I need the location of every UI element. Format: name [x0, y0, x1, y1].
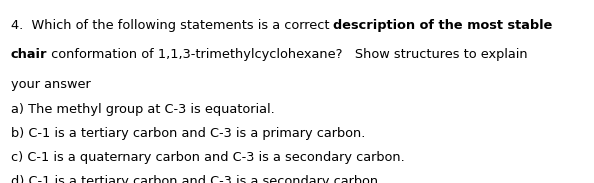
Text: b) C-1 is a tertiary carbon and C-3 is a primary carbon.: b) C-1 is a tertiary carbon and C-3 is a…: [11, 127, 365, 140]
Text: conformation of 1,1,3-trimethylcyclohexane?   Show structures to explain: conformation of 1,1,3-trimethylcyclohexa…: [47, 48, 528, 61]
Text: c) C-1 is a quaternary carbon and C-3 is a secondary carbon.: c) C-1 is a quaternary carbon and C-3 is…: [11, 151, 405, 164]
Text: chair: chair: [11, 48, 47, 61]
Text: your answer: your answer: [11, 78, 90, 91]
Text: 4.  Which of the following statements is a correct: 4. Which of the following statements is …: [11, 19, 333, 32]
Text: a) The methyl group at C-3 is equatorial.: a) The methyl group at C-3 is equatorial…: [11, 103, 274, 116]
Text: d) C-1 is a tertiary carbon and C-3 is a secondary carbon.: d) C-1 is a tertiary carbon and C-3 is a…: [11, 175, 382, 183]
Text: description of the most stable: description of the most stable: [333, 19, 552, 32]
